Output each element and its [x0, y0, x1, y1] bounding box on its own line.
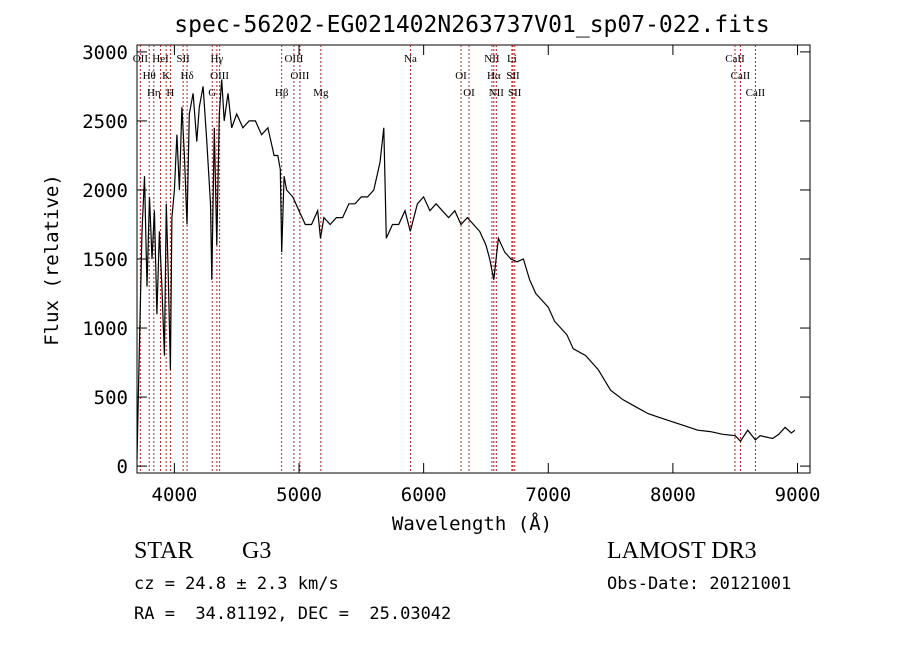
- line-label: Mg: [313, 87, 329, 99]
- redshift-text: cz = 24.8 ± 2.3 km/s: [134, 574, 339, 594]
- line-label: OI: [463, 87, 475, 99]
- line-label: K: [162, 70, 170, 82]
- y-tick-label: 1500: [82, 249, 128, 271]
- line-label: SII: [506, 70, 520, 82]
- line-label: CaII: [725, 53, 745, 65]
- line-label: OIII: [284, 53, 303, 65]
- y-axis-label: Flux (relative): [41, 174, 63, 346]
- spectral-line-labels: OIIHθHηHeIKHSIIHδGHγOIIIHβOIIIOIIIMgNaOI…: [133, 53, 766, 99]
- line-label: Hα: [487, 70, 501, 82]
- x-tick-label: 7000: [525, 484, 571, 506]
- survey-name: LAMOST DR3: [607, 538, 757, 564]
- y-tick-label: 2000: [82, 180, 128, 202]
- plot-frame: [136, 44, 811, 474]
- object-class: STAR: [134, 538, 194, 564]
- line-label: Hδ: [181, 70, 194, 82]
- line-label: SII: [176, 53, 190, 65]
- spectral-line-markers: [139, 45, 756, 473]
- line-label: Hβ: [275, 87, 289, 99]
- line-label: NII: [484, 53, 500, 65]
- y-tick-label: 0: [117, 456, 128, 478]
- line-label: H: [166, 87, 174, 99]
- line-label: CaII: [731, 70, 751, 82]
- x-axis: 4000 5000 6000 7000 8000 9000: [152, 45, 821, 506]
- line-label: HeI: [152, 53, 169, 65]
- y-tick-label: 2500: [82, 111, 128, 133]
- object-subclass: G3: [242, 538, 272, 564]
- line-label: Hγ: [210, 53, 223, 65]
- coordinates-text: RA = 34.81192, DEC = 25.03042: [134, 604, 452, 624]
- x-tick-label: 9000: [775, 484, 821, 506]
- obs-date-text: Obs-Date: 20121001: [607, 574, 792, 594]
- line-label: Li: [507, 53, 517, 65]
- chart-title: spec-56202-EG021402N263737V01_sp07-022.f…: [174, 12, 769, 38]
- x-tick-label: 6000: [401, 484, 447, 506]
- line-label: OI: [455, 70, 467, 82]
- line-label: Hη: [147, 87, 161, 99]
- line-label: CaII: [746, 87, 766, 99]
- line-label: OIII: [290, 70, 309, 82]
- line-label: OIII: [210, 70, 229, 82]
- line-label: SII: [508, 87, 522, 99]
- x-tick-label: 4000: [152, 484, 198, 506]
- x-tick-label: 8000: [650, 484, 696, 506]
- y-axis: 0 500 1000 1500 2000 2500 3000: [82, 42, 810, 478]
- y-tick-label: 1000: [82, 318, 128, 340]
- line-label: OII: [133, 53, 149, 65]
- line-label: Na: [404, 53, 417, 65]
- y-tick-label: 3000: [82, 42, 128, 64]
- x-axis-label: Wavelength (Å): [392, 512, 552, 535]
- spectrum-line: [136, 79, 796, 460]
- y-tick-label: 500: [94, 387, 128, 409]
- x-tick-label: 5000: [276, 484, 322, 506]
- line-label: NII: [489, 87, 505, 99]
- line-label: G: [208, 87, 216, 99]
- line-label: Hθ: [143, 70, 156, 82]
